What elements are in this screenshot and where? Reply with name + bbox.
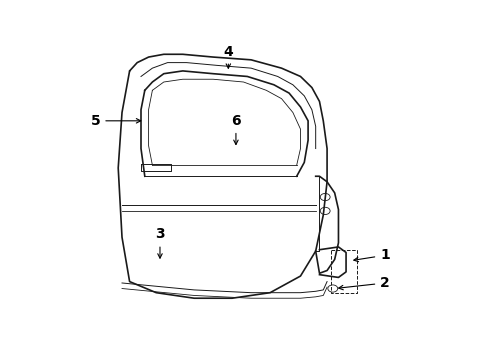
Text: 5: 5 [91,114,141,128]
Text: 1: 1 [354,248,390,262]
Text: 4: 4 [223,45,233,68]
Text: 2: 2 [339,276,390,290]
Text: 3: 3 [155,228,165,258]
Text: 6: 6 [231,114,241,144]
